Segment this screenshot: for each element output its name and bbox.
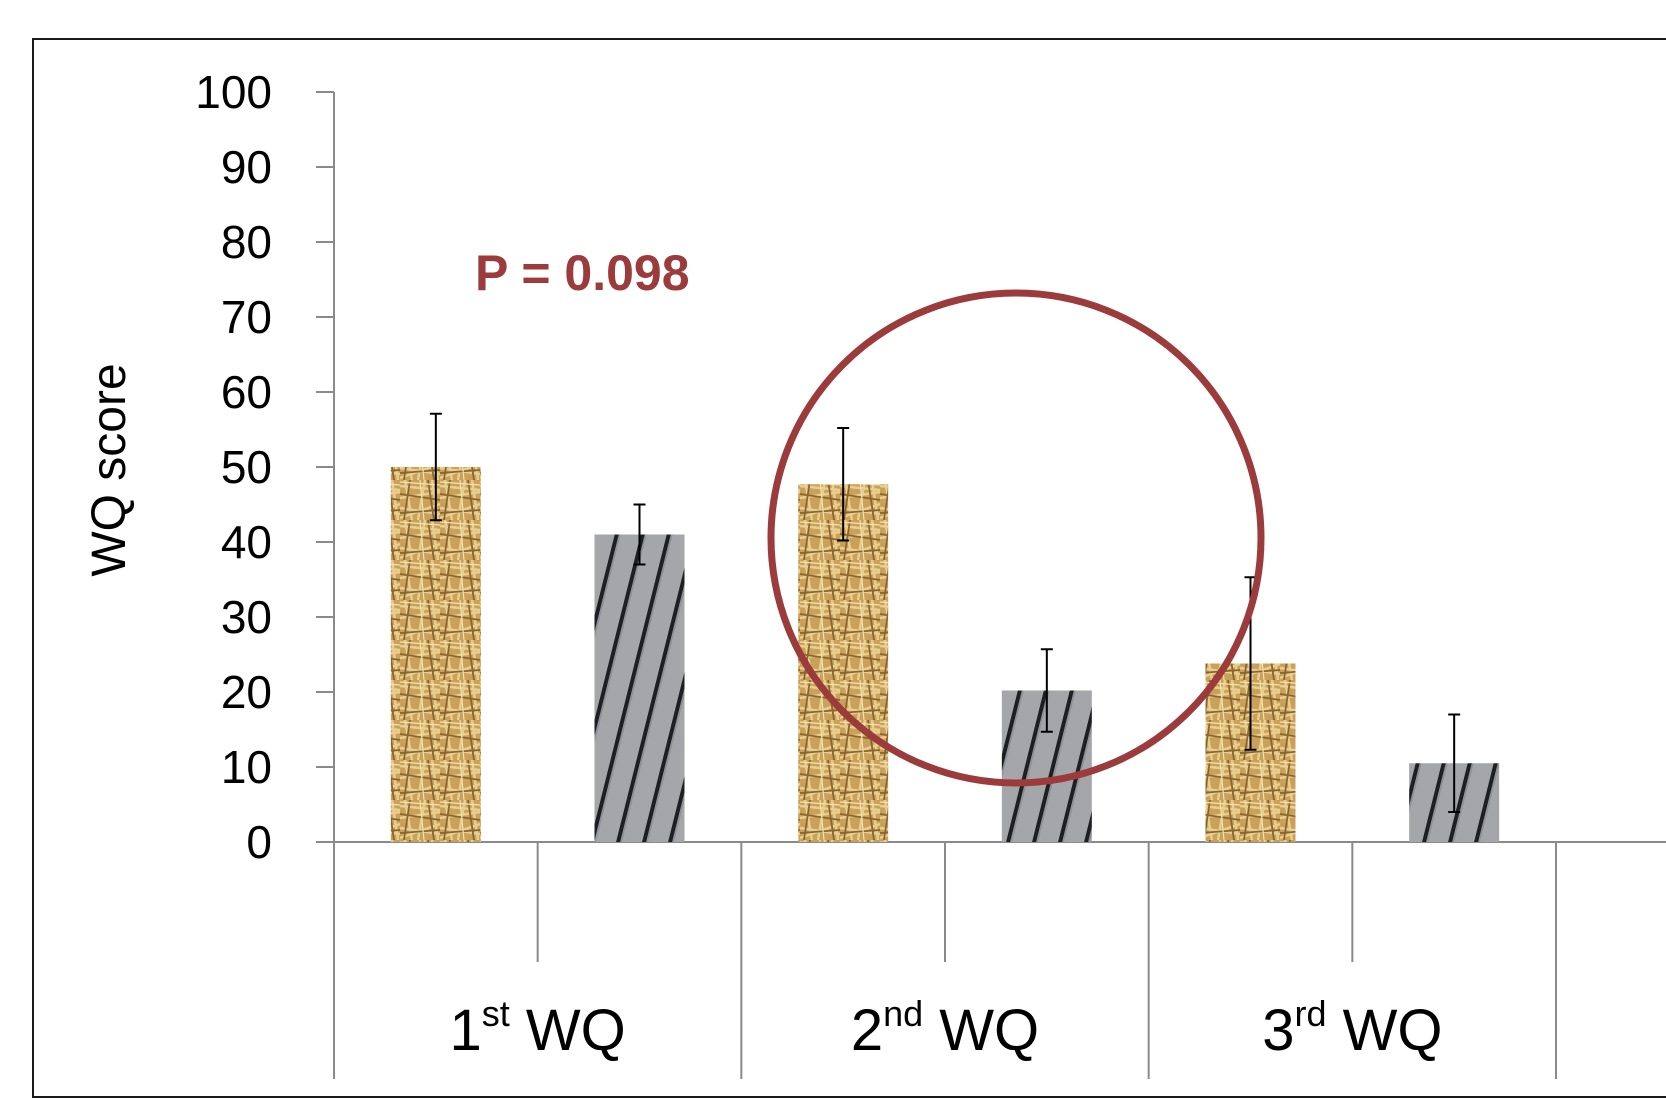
bars xyxy=(390,467,1500,842)
y-tick-label: 30 xyxy=(221,591,272,643)
y-tick-label: 20 xyxy=(221,666,272,718)
error-bars xyxy=(429,412,1461,813)
p-value-annotation: P = 0.098 xyxy=(475,245,690,301)
y-tick-label: 10 xyxy=(221,741,272,793)
bar-straw-1 xyxy=(390,467,481,842)
labels: 0 10 20 30 40 50 60 70 80 90 100 1st WQ 2nd WQ 3rd WQ xyxy=(195,66,1442,1063)
highlight-circle xyxy=(767,289,1265,787)
category-label: 2nd WQ xyxy=(851,993,1039,1063)
y-tick-label: 70 xyxy=(221,291,272,343)
y-tick-label: 40 xyxy=(221,516,272,568)
y-tick-label: 60 xyxy=(221,366,272,418)
y-tick-label: 80 xyxy=(221,216,272,268)
bar-straw-2 xyxy=(798,484,889,842)
y-tick-label: 90 xyxy=(221,141,272,193)
y-axis-title: WQ score xyxy=(83,363,136,576)
category-label: 3rd WQ xyxy=(1262,993,1442,1063)
axes xyxy=(316,91,1666,1079)
y-tick-label: 50 xyxy=(221,441,272,493)
y-tick-label: 100 xyxy=(195,66,272,118)
bar-slatted-1 xyxy=(594,534,685,842)
category-label: 1st WQ xyxy=(450,993,626,1063)
y-tick-label: 0 xyxy=(246,816,272,868)
